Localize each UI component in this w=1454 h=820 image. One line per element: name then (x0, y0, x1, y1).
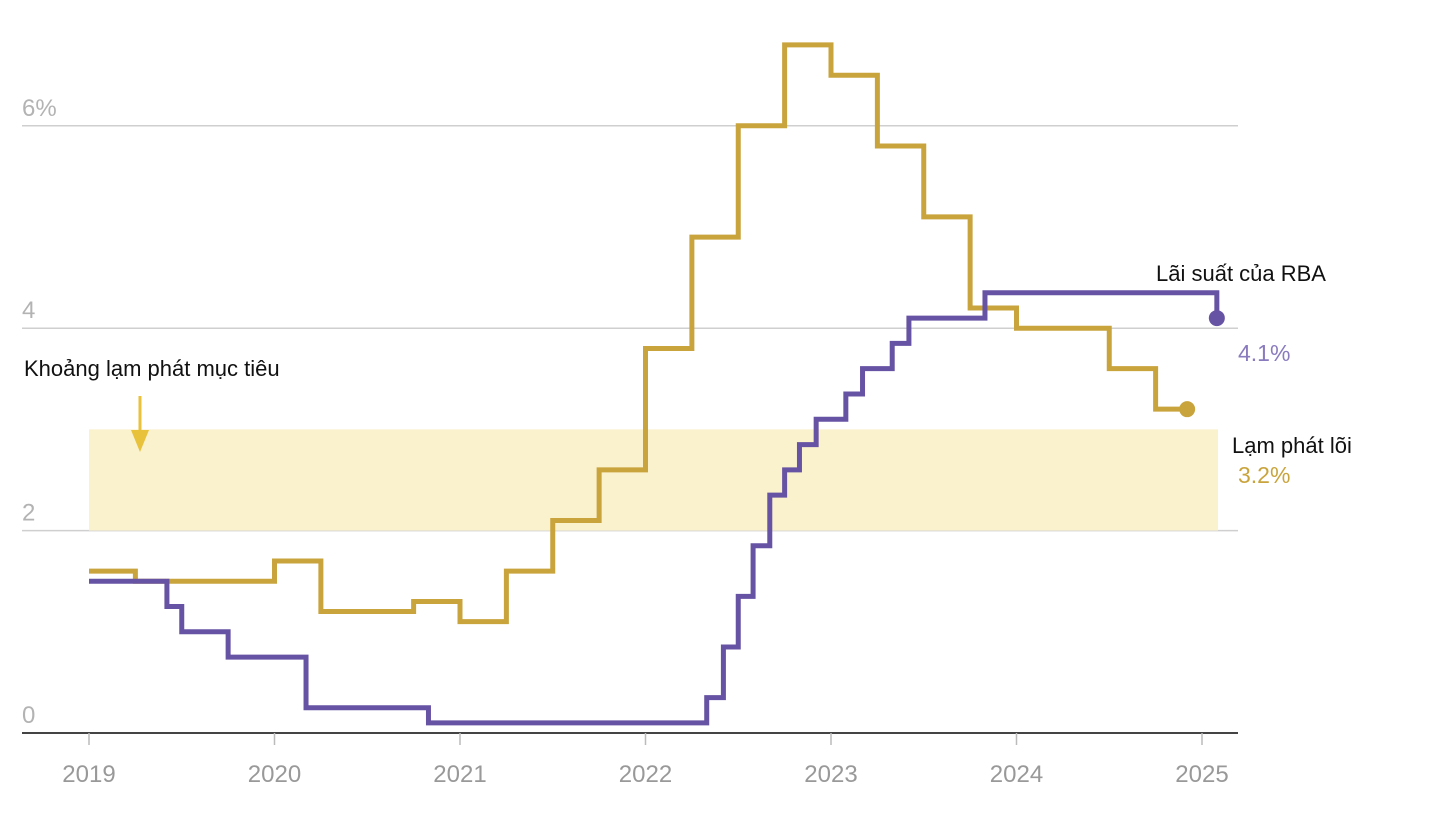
x-tick-label: 2023 (804, 761, 857, 788)
x-tick-label: 2022 (619, 761, 672, 788)
y-tick-label: 0 (22, 702, 35, 729)
x-tick-label: 2024 (990, 761, 1043, 788)
target-band-label: Khoảng lạm phát mục tiêu (24, 356, 280, 381)
rba-rate-line (89, 290, 1220, 726)
series-labels: Khoảng lạm phát mục tiêu Lãi suất của RB… (24, 261, 1352, 488)
target-band (89, 429, 1218, 531)
core-inflation-value-label: 3.2% (1238, 462, 1290, 488)
target-band-arrow (131, 396, 149, 452)
y-axis-ticks: 0 2 4 6% (22, 95, 57, 729)
rba-rate-value-label: 4.1% (1238, 340, 1290, 366)
rba-rate-line-end-dot (1208, 310, 1225, 327)
rba-rate-series-label: Lãi suất của RBA (1156, 261, 1326, 286)
arrow-head (131, 430, 149, 452)
x-axis: 2019 2020 2021 2022 2023 2024 2025 (22, 732, 1238, 788)
x-tick-label: 2021 (433, 761, 486, 788)
core-inflation-line (89, 42, 1188, 625)
x-tick-label: 2020 (248, 761, 301, 788)
target-band-area (89, 429, 1218, 531)
y-tick-label: 4 (22, 297, 35, 324)
series-lines (89, 42, 1225, 726)
core-inflation-series-label: Lạm phát lõi (1232, 433, 1352, 458)
x-tick-label: 2025 (1175, 761, 1228, 788)
core-inflation-line-end-dot (1179, 401, 1196, 418)
y-tick-label: 2 (22, 500, 35, 527)
y-tick-label: 6% (22, 95, 57, 122)
x-tick-label: 2019 (62, 761, 115, 788)
